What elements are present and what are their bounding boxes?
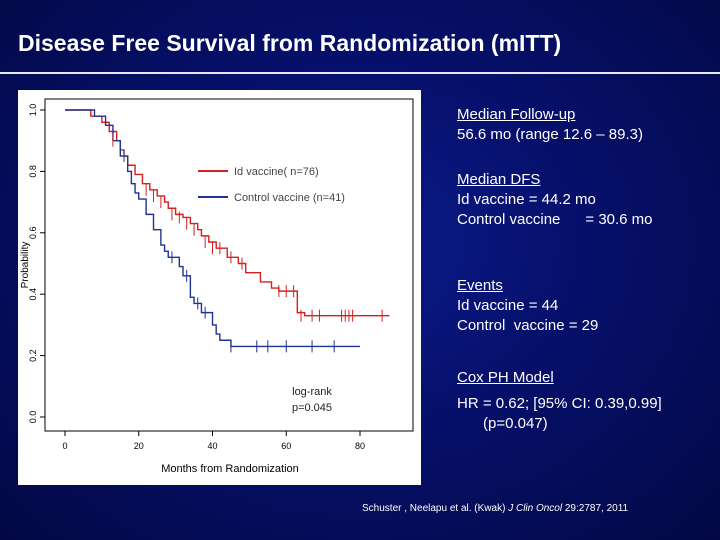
- x-tick-label-2: 40: [207, 441, 217, 451]
- y-tick-label-1: 0.2: [28, 349, 38, 362]
- plot-frame: [44, 98, 414, 432]
- censor-marks: [112, 134, 383, 353]
- slide-title: Disease Free Survival from Randomization…: [18, 30, 562, 56]
- followup-block: Median Follow-up 56.6 mo (range 12.6 – 8…: [457, 105, 643, 145]
- followup-heading: Median Follow-up: [457, 106, 576, 123]
- y-tick-label-2: 0.4: [28, 288, 38, 301]
- dfs-id-vaccine: Id vaccine = 44.2 mo: [457, 191, 596, 208]
- citation-ref: 29:2787, 2011: [562, 503, 629, 514]
- x-tick-label-0: 0: [62, 441, 67, 451]
- survival-chart-svg: 0.0 0.2 0.4 0.6 0.8 1.0 0 20 40 60 80 Probability…: [20, 98, 414, 475]
- cox-block: Cox PH Model HR = 0.62; [95% CI: 0.39,0.…: [457, 368, 662, 434]
- legend-label-control-vaccine: Control vaccine (n=41): [234, 192, 345, 204]
- dfs-control-vaccine: Control vaccine = 30.6 mo: [457, 211, 653, 228]
- cox-heading: Cox PH Model: [457, 369, 554, 386]
- logrank-label: log-rank: [292, 386, 332, 398]
- y-tick-label-5: 1.0: [28, 104, 38, 117]
- citation-authors: Schuster , Neelapu et al. (Kwak): [362, 503, 509, 514]
- legend-label-id-vaccine: Id vaccine( n=76): [234, 166, 319, 178]
- events-control-vaccine: Control vaccine = 29: [457, 317, 599, 334]
- y-tick-label-4: 0.8: [28, 165, 38, 178]
- x-tick-label-3: 60: [281, 441, 291, 451]
- survival-chart: 0.0 0.2 0.4 0.6 0.8 1.0 0 20 40 60 80 Probability…: [18, 90, 421, 485]
- curve-control-vaccine: [65, 109, 360, 348]
- logrank-pvalue: p=0.045: [292, 402, 332, 414]
- logrank-annotation: log-rank p=0.045: [292, 386, 332, 414]
- followup-value: 56.6 mo (range 12.6 – 89.3): [457, 126, 643, 143]
- cox-pvalue: (p=0.047): [483, 415, 548, 432]
- events-block: Events Id vaccine = 44 Control vaccine =…: [457, 276, 598, 336]
- y-tick-label-0: 0.0: [28, 411, 38, 424]
- x-axis-label: Months from Randomization: [161, 463, 299, 475]
- y-tick-label-3: 0.6: [28, 227, 38, 240]
- dfs-heading: Median DFS: [457, 171, 541, 188]
- x-tick-label-1: 20: [134, 441, 144, 451]
- dfs-block: Median DFS Id vaccine = 44.2 mo Control …: [457, 170, 653, 230]
- cox-hazard-ratio: HR = 0.62; [95% CI: 0.39,0.99]: [457, 395, 662, 412]
- citation: Schuster , Neelapu et al. (Kwak) J Clin …: [362, 503, 628, 514]
- x-axis: 0 20 40 60 80: [62, 431, 365, 451]
- events-id-vaccine: Id vaccine = 44: [457, 297, 559, 314]
- x-tick-label-4: 80: [355, 441, 365, 451]
- citation-journal: J Clin Oncol: [508, 503, 563, 514]
- legend: Id vaccine( n=76) Control vaccine (n=41): [198, 166, 345, 204]
- events-heading: Events: [457, 277, 503, 294]
- y-axis: 0.0 0.2 0.4 0.6 0.8 1.0: [28, 104, 45, 424]
- y-axis-label: Probability: [20, 242, 31, 289]
- title-divider: [0, 72, 720, 74]
